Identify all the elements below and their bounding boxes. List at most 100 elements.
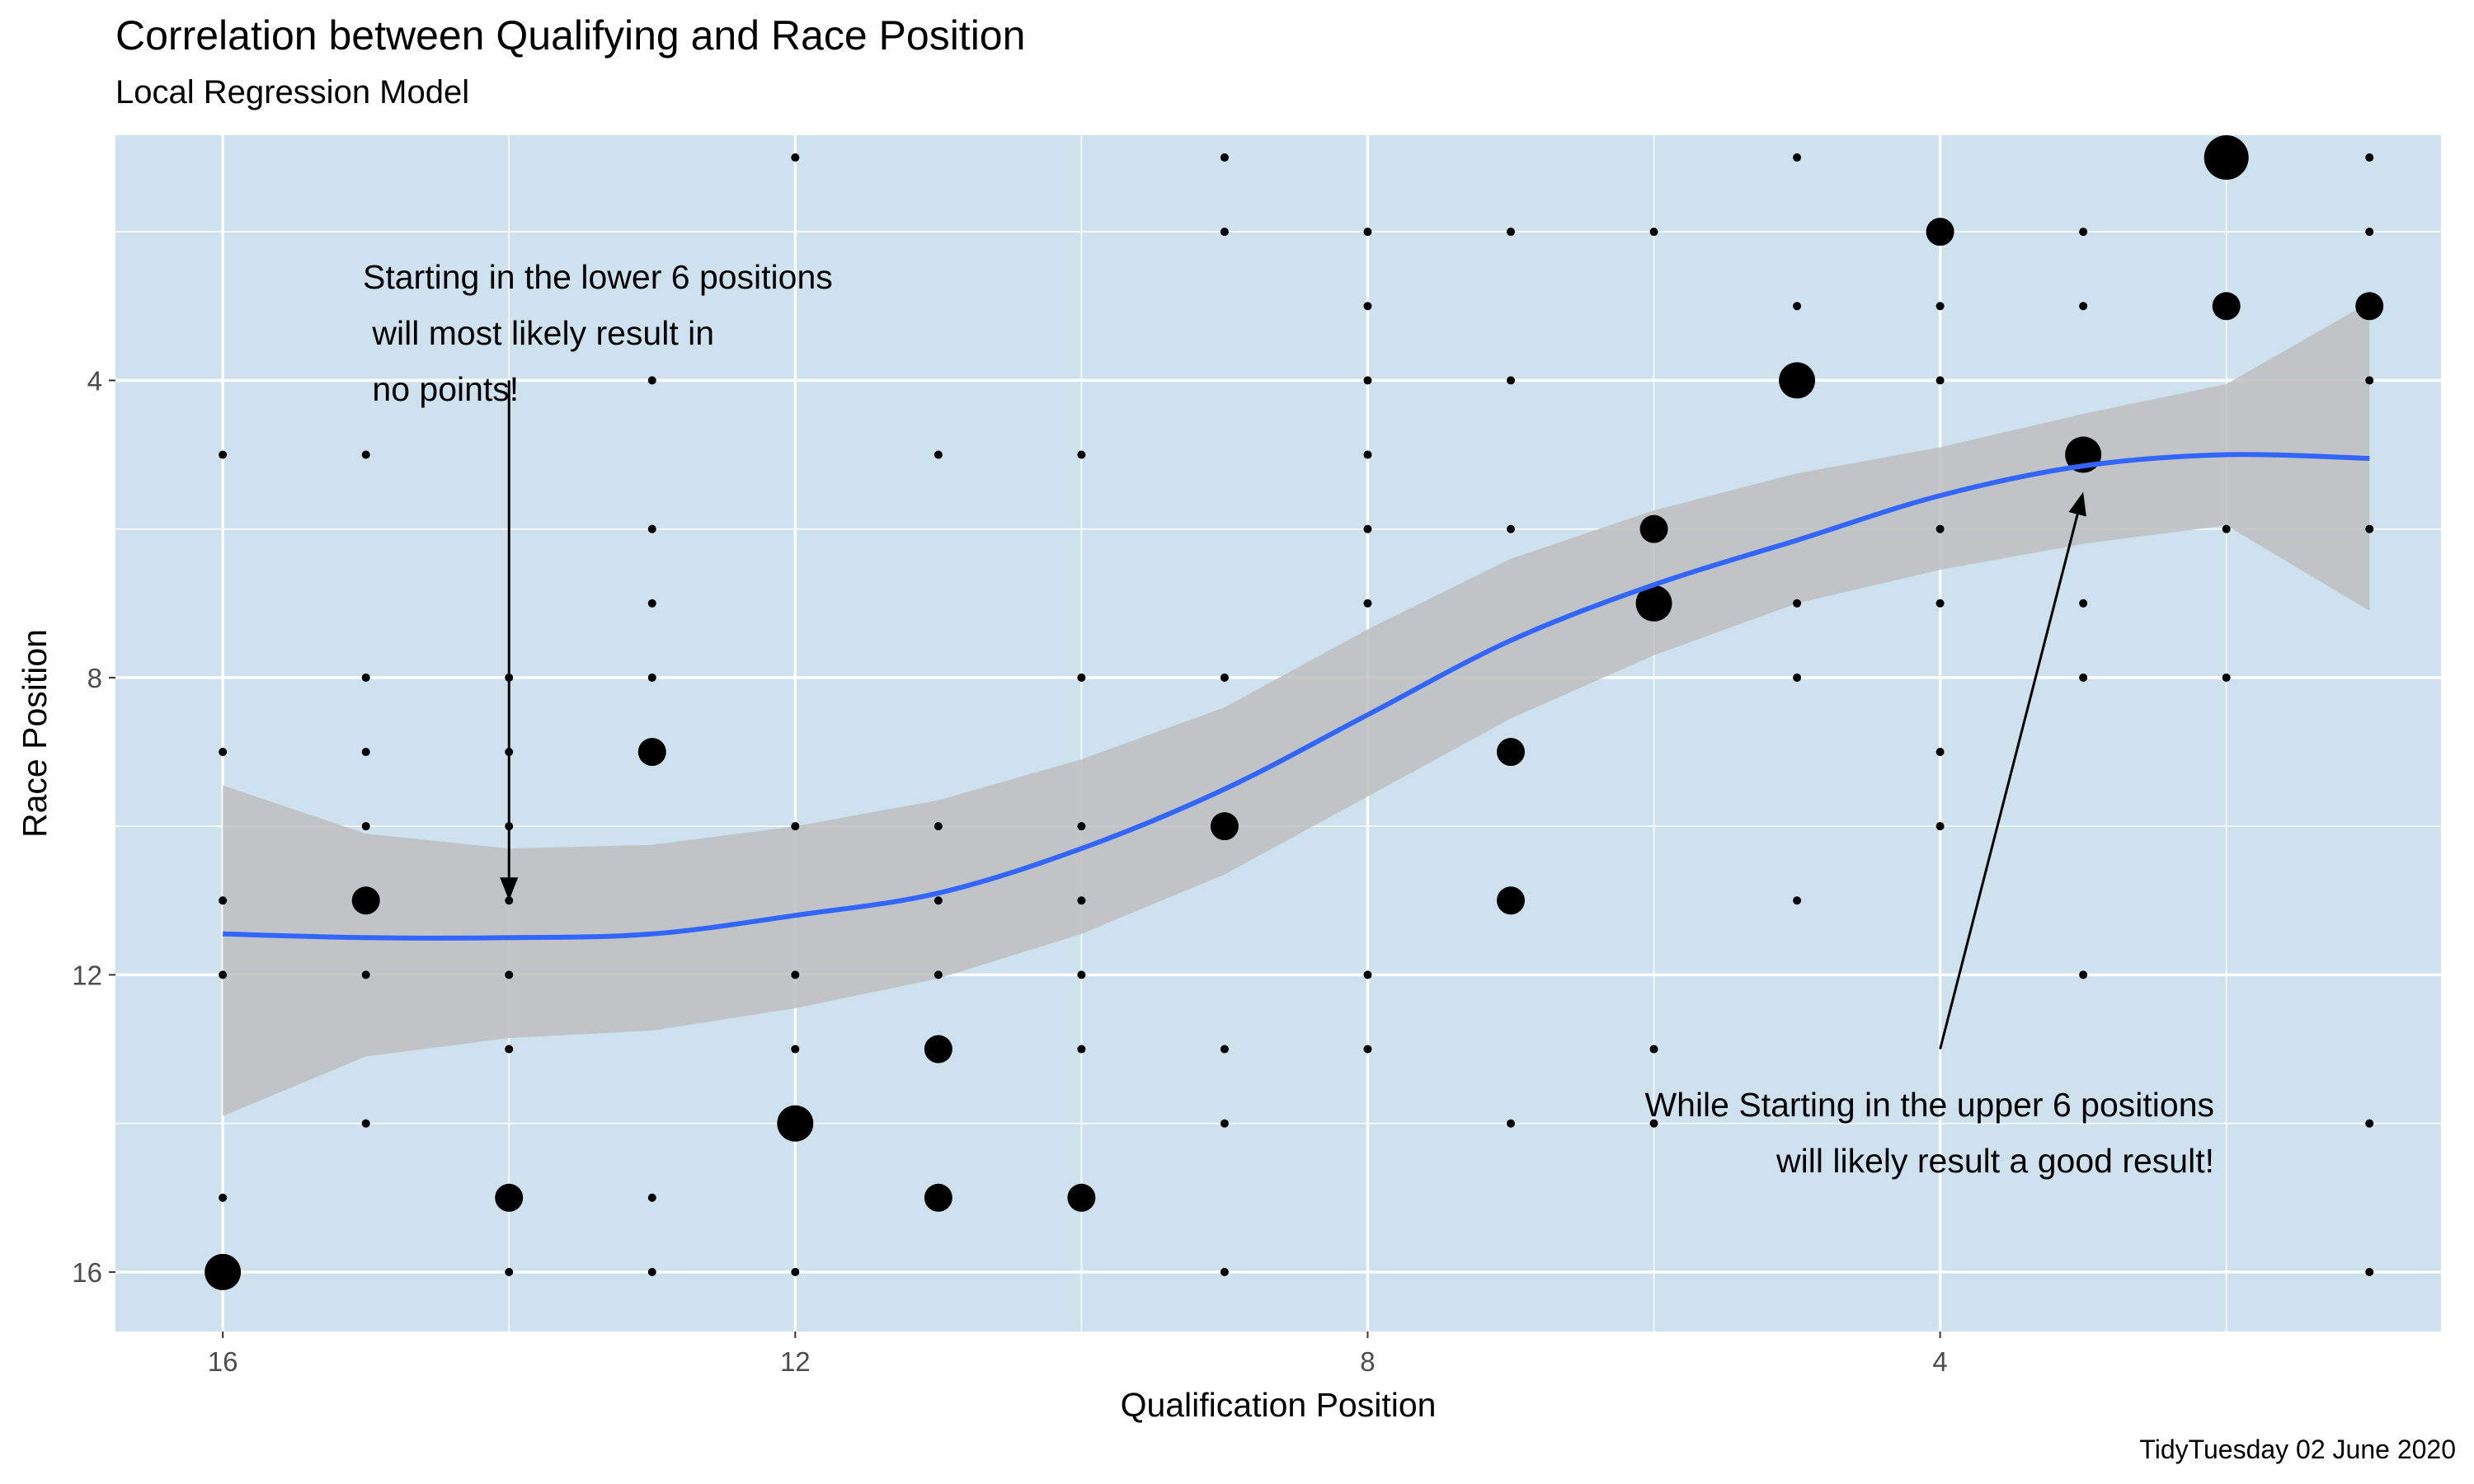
data-point [1649, 1119, 1658, 1128]
data-point [2079, 228, 2088, 237]
data-point [1926, 218, 1954, 247]
data-point [1779, 362, 1816, 399]
data-point [1793, 599, 1802, 608]
data-point [647, 599, 656, 608]
data-point [647, 1267, 656, 1276]
data-point [1067, 1183, 1096, 1212]
data-point [1793, 673, 1802, 682]
data-point [2365, 376, 2374, 385]
data-point [1935, 822, 1945, 831]
data-point [1935, 599, 1945, 608]
data-point [934, 450, 943, 459]
loess-smooth-line [223, 452, 2370, 941]
data-point [361, 673, 370, 682]
data-point [219, 896, 228, 905]
data-point [1363, 1045, 1372, 1054]
y-tick-label: 8 [87, 663, 102, 693]
data-point [1793, 896, 1802, 905]
data-point [2079, 599, 2088, 608]
data-point [219, 970, 228, 979]
data-point [2355, 292, 2384, 321]
data-point [1935, 302, 1945, 311]
data-point [1507, 376, 1515, 385]
data-point [1077, 673, 1086, 682]
data-point [361, 822, 370, 831]
data-point [791, 1045, 800, 1054]
data-point [791, 1267, 800, 1276]
data-point [1363, 524, 1372, 533]
data-point [351, 886, 380, 915]
data-point [1363, 228, 1372, 237]
data-point [934, 970, 943, 979]
data-point [361, 748, 370, 757]
data-point [219, 748, 228, 757]
x-tick-label: 8 [1360, 1346, 1375, 1377]
data-point [777, 1105, 814, 1142]
data-point [1363, 970, 1372, 979]
data-point [1935, 524, 1945, 533]
data-point [934, 822, 943, 831]
data-point [2222, 524, 2231, 533]
data-point [1639, 514, 1668, 543]
data-point [1507, 228, 1515, 237]
data-point [1497, 886, 1525, 915]
data-point [1793, 153, 1802, 162]
data-point [361, 1119, 370, 1128]
data-point [1077, 970, 1086, 979]
data-point [647, 524, 656, 533]
data-point [1649, 228, 1658, 237]
chart-subtitle: Local Regression Model [115, 74, 470, 110]
data-point [647, 673, 656, 682]
data-point [505, 1267, 514, 1276]
data-point [1507, 1119, 1515, 1128]
data-point [1220, 1045, 1229, 1054]
data-point [1077, 896, 1086, 905]
data-point [1077, 1045, 1086, 1054]
data-point [1497, 738, 1525, 767]
chart-title: Correlation between Qualifying and Race … [115, 12, 1026, 59]
x-tick-label: 16 [208, 1346, 238, 1377]
data-point [219, 1193, 228, 1202]
data-point [2079, 302, 2088, 311]
annotation-lower-positions: Starting in the lower 6 positions will m… [363, 258, 833, 408]
data-point [1935, 376, 1945, 385]
data-point [1363, 302, 1372, 311]
axis-tick-labels: 16 12 8 4 4 8 12 16 [72, 365, 1948, 1377]
data-point [791, 970, 800, 979]
x-tick-label: 12 [780, 1346, 811, 1377]
data-point [2079, 673, 2088, 682]
data-point [2365, 1119, 2374, 1128]
data-points [205, 135, 2384, 1290]
data-point [791, 822, 800, 831]
x-tick-label: 4 [1932, 1346, 1947, 1377]
data-point [647, 376, 656, 385]
data-point [1363, 450, 1372, 459]
chart-caption: TidyTuesday 02 June 2020 [2139, 1435, 2456, 1464]
data-point [637, 738, 666, 767]
data-point [2365, 524, 2374, 533]
data-point [2365, 228, 2374, 237]
data-point [934, 896, 943, 905]
x-axis-title: Qualification Position [1121, 1386, 1437, 1424]
data-point [1649, 1045, 1658, 1054]
data-point [505, 1045, 514, 1054]
data-point [647, 1193, 656, 1202]
data-point [1220, 673, 1229, 682]
y-axis-title: Race Position [16, 629, 54, 838]
data-point [1077, 450, 1086, 459]
annotation-upper-positions: While Starting in the upper 6 positions … [1644, 1086, 2214, 1180]
data-point [1220, 1119, 1229, 1128]
confidence-ribbon [223, 302, 2370, 1116]
data-point [1220, 153, 1229, 162]
annotation-arrowhead [2068, 491, 2086, 517]
data-point [205, 1253, 242, 1290]
data-point [924, 1035, 952, 1064]
data-point [505, 970, 514, 979]
data-point [1635, 585, 1672, 622]
data-point [1935, 748, 1945, 757]
data-point [2079, 970, 2088, 979]
data-point [2212, 292, 2241, 321]
data-point [1363, 376, 1372, 385]
data-point [219, 450, 228, 459]
data-point [2365, 153, 2374, 162]
